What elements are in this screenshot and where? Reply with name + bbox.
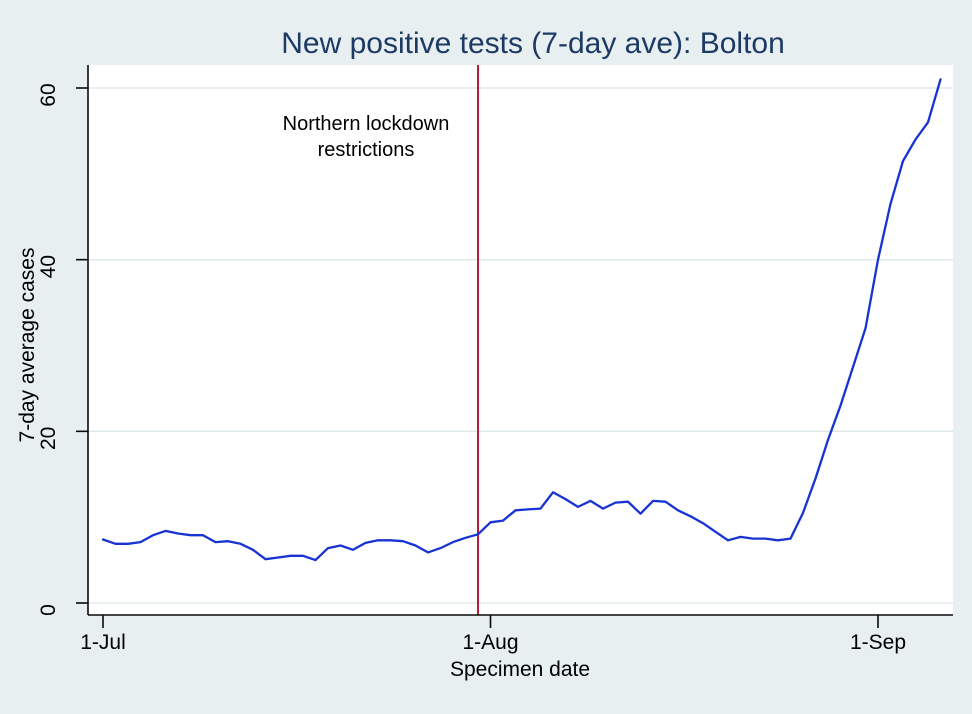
cases-series-line [101,78,942,562]
plot-area [88,65,953,615]
y-gridlines: 0 20 40 60 [37,83,953,616]
x-axis-title: Specimen date [450,658,590,681]
y-tick-label-40: 40 [37,255,60,278]
y-axis-title: 7-day average cases [16,248,39,443]
x-tick-label-1-Aug: 1-Aug [462,631,518,654]
annotation-line2: restrictions [318,139,415,161]
y-tick-label-60: 60 [37,83,60,106]
annotation-line1: Northern lockdown [283,113,450,135]
x-ticks: 1-Jul 1-Aug 1-Sep [80,615,906,654]
y-tick-label-0: 0 [37,604,60,616]
x-tick-label-1-Jul: 1-Jul [80,631,126,654]
x-tick-label-1-Sep: 1-Sep [850,631,906,654]
y-tick-label-20: 20 [37,427,60,450]
chart-title: New positive tests (7-day ave): Bolton [281,27,785,60]
